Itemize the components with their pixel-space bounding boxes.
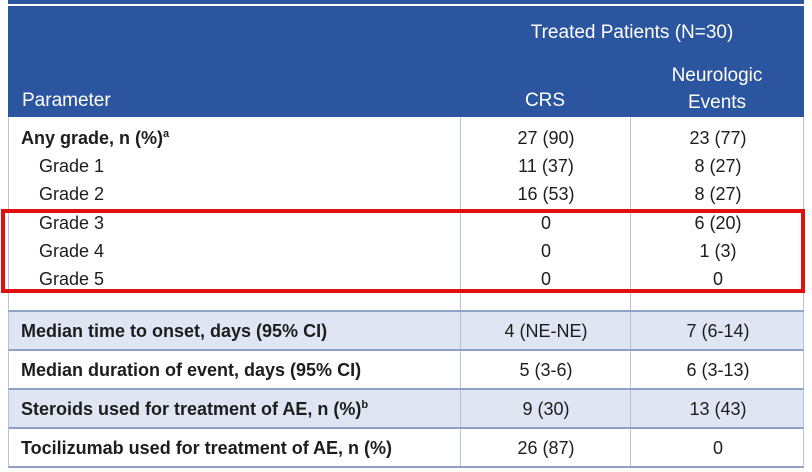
table-row: Steroids used for treatment of AE, n (%)… xyxy=(8,390,804,429)
table-row: Any grade, n (%)a 27 (90) 23 (77) xyxy=(9,125,803,152)
table-row: Grade 1 11 (37) 8 (27) xyxy=(9,153,803,180)
column-divider xyxy=(460,390,461,427)
table-row: Tocilizumab used for treatment of AE, n … xyxy=(8,429,804,468)
row-neuro-value: 8 (27) xyxy=(694,184,742,204)
highlight-box xyxy=(1,209,805,293)
row-neuro-value: 23 (77) xyxy=(689,128,747,148)
column-divider xyxy=(460,351,461,388)
row-crs-value: 9 (30) xyxy=(522,399,570,419)
row-parameter: Grade 1 xyxy=(39,156,105,176)
table-row: Grade 2 16 (53) 8 (27) xyxy=(9,181,803,208)
table-row: Grade 5 0 0 xyxy=(9,266,803,293)
row-parameter: Steroids used for treatment of AE, n (%)… xyxy=(21,399,369,419)
row-crs-value: 0 xyxy=(540,269,551,289)
table-row: Grade 3 0 6 (20) xyxy=(9,210,803,237)
row-crs-value: 0 xyxy=(540,213,551,233)
column-divider xyxy=(630,390,631,427)
row-neuro-value: 0 xyxy=(712,438,723,458)
footnote-marker: a xyxy=(163,128,170,140)
row-neuro-value: 6 (3-13) xyxy=(686,360,750,380)
row-crs-value: 11 (37) xyxy=(518,156,574,176)
grade-block: Any grade, n (%)a 27 (90) 23 (77) Grade … xyxy=(8,117,804,312)
row-neuro-value: 0 xyxy=(712,269,723,289)
column-divider xyxy=(460,429,461,466)
row-crs-value: 16 (53) xyxy=(517,184,575,204)
header-crs: CRS xyxy=(524,90,566,111)
header-neuro-line2: Events xyxy=(687,92,747,113)
row-crs-value: 26 (87) xyxy=(517,438,575,458)
row-neuro-value: 13 (43) xyxy=(689,399,747,419)
header-neurologic-events: Neurologic Events xyxy=(630,62,804,116)
row-parameter: Median time to onset, days (95% CI) xyxy=(21,321,328,341)
column-divider xyxy=(460,312,461,349)
row-parameter: Grade 3 xyxy=(39,213,105,233)
row-neuro-value: 6 (20) xyxy=(694,213,742,233)
header-neuro-line1: Neurologic xyxy=(671,65,763,86)
row-crs-value: 27 (90) xyxy=(517,128,575,148)
column-divider xyxy=(630,429,631,466)
row-parameter: Grade 2 xyxy=(39,184,105,204)
row-crs-value: 0 xyxy=(540,241,551,261)
table-row: Median duration of event, days (95% CI) … xyxy=(8,351,804,390)
top-rule xyxy=(8,0,804,4)
row-neuro-value: 1 (3) xyxy=(699,241,737,261)
header-group-label: Treated Patients (N=30) xyxy=(530,22,734,43)
row-parameter: Grade 4 xyxy=(39,241,105,261)
row-parameter: Median duration of event, days (95% CI) xyxy=(21,360,362,380)
row-parameter: Any grade, n (%)a xyxy=(21,128,170,148)
column-divider xyxy=(630,117,631,310)
footnote-marker: b xyxy=(361,399,369,411)
header-parameter: Parameter xyxy=(22,90,111,111)
column-divider xyxy=(630,351,631,388)
row-crs-value: 4 (NE-NE) xyxy=(504,321,588,341)
table-row: Median time to onset, days (95% CI) 4 (N… xyxy=(8,312,804,351)
row-crs-value: 5 (3-6) xyxy=(519,360,573,380)
row-parameter: Grade 5 xyxy=(39,269,105,289)
table-header: Treated Patients (N=30) Parameter CRS Ne… xyxy=(8,6,804,117)
row-neuro-value: 7 (6-14) xyxy=(686,321,750,341)
adverse-events-table: Treated Patients (N=30) Parameter CRS Ne… xyxy=(8,6,804,468)
row-neuro-value: 8 (27) xyxy=(694,156,742,176)
table-row: Grade 4 0 1 (3) xyxy=(9,238,803,265)
column-divider xyxy=(460,117,461,310)
column-divider xyxy=(630,312,631,349)
row-parameter: Tocilizumab used for treatment of AE, n … xyxy=(21,438,393,458)
